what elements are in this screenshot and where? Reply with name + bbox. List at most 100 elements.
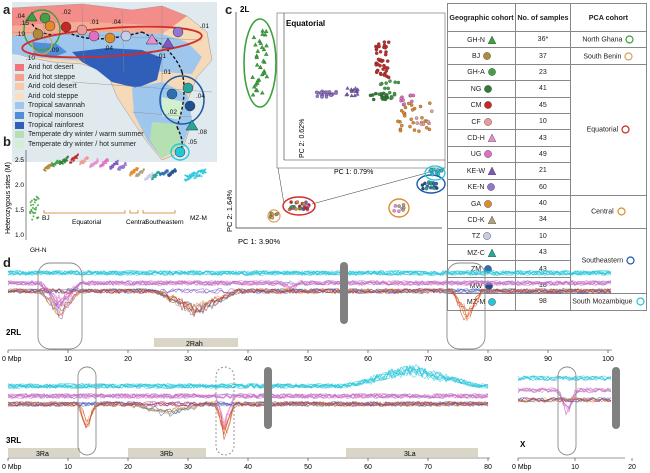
b-ylabel: Heterozygous sites (M): [5, 162, 12, 234]
pca-point: [392, 209, 396, 213]
het-point: [96, 158, 99, 160]
table-row: CF 10: [446, 112, 647, 131]
b-label-ghn: GH-N: [30, 247, 47, 254]
axis-tick-label: 50: [304, 356, 312, 363]
het-point: [66, 159, 68, 162]
pca-point: [418, 104, 423, 109]
pca-point: [383, 65, 387, 70]
het-point: [77, 153, 79, 156]
het-point: [70, 161, 73, 164]
legend-swatch: [15, 140, 24, 148]
het-point: [97, 159, 99, 162]
pca-point: [261, 47, 267, 52]
axis-tick-label: 80: [484, 356, 492, 363]
het-point: [35, 198, 38, 201]
heterozygosity-trace: [7, 393, 489, 399]
pca-point: [427, 127, 432, 132]
het-point: [105, 162, 108, 165]
pca-point: [294, 207, 298, 211]
axis-tick-label: 30: [184, 464, 192, 471]
b-label-mzm: MZ-M: [190, 215, 207, 222]
pca-point: [250, 92, 256, 97]
cohort-cell: NG: [446, 80, 517, 98]
triangle-marker-icon: [487, 35, 496, 44]
het-point: [125, 164, 127, 167]
het-point: [175, 170, 177, 172]
pca-point: [260, 31, 265, 36]
pca-point: [376, 57, 381, 62]
pca-cohort-label: South Benin: [583, 52, 622, 60]
pca-point: [254, 54, 259, 60]
c-inset-ylabel: PC 2: 0.62%: [299, 119, 306, 158]
pca-point: [390, 95, 394, 100]
cohort-code: CM: [470, 102, 482, 110]
map-number: .04: [16, 13, 25, 20]
pca-point: [417, 129, 421, 133]
pca-point: [325, 90, 330, 95]
het-point: [102, 164, 105, 167]
cohort-ring-icon: [626, 256, 635, 266]
inversion-2rah: 2Rah: [186, 341, 203, 348]
chr-2rl-label: 2RL: [6, 328, 21, 337]
pca-point: [251, 34, 257, 40]
het-point: [167, 170, 169, 173]
axis-tick-label: 20: [124, 464, 132, 471]
c-ylabel: PC 2: 1.64%: [225, 190, 234, 232]
het-point: [138, 173, 141, 176]
cohort-code: KE-N: [467, 184, 485, 192]
pca-point: [371, 93, 375, 97]
pca-point: [421, 186, 425, 191]
pca-point: [289, 200, 293, 204]
pca-point: [432, 186, 436, 190]
sample-count: 34: [515, 211, 571, 229]
axis-tick-label: 20: [124, 356, 132, 363]
pca-point: [415, 121, 419, 125]
legend-item: Tropical monsoon: [15, 111, 155, 121]
panel-label-b: b: [3, 134, 11, 149]
table-header-samples: No. of samples: [515, 3, 571, 32]
sample-count: 49: [515, 145, 571, 164]
legend-label: Tropical monsoon: [28, 111, 84, 119]
het-point: [129, 174, 132, 177]
table-row: CD-H 43: [446, 129, 647, 147]
heterozygosity-trace: [517, 387, 612, 411]
cohort-cell: KE-N: [446, 178, 517, 196]
pca-point: [260, 90, 265, 95]
axis-tick-label: 0 Mbp: [2, 356, 22, 363]
map-number: .08: [198, 129, 207, 136]
pca-point: [383, 46, 388, 50]
legend-label: Arid hot desert: [28, 64, 74, 71]
map-number: .04: [104, 45, 113, 52]
sample-count: 43: [515, 129, 571, 147]
legend-label: Arid hot steppe: [28, 73, 76, 81]
pca-point: [399, 96, 403, 101]
pca-point: [290, 204, 294, 209]
pca-cohort-label: North Ghana: [582, 36, 623, 44]
legend-label: Temperate dry winter / hot summer: [28, 140, 137, 148]
pca-point: [253, 42, 258, 47]
pca-cohort-cell: Equatorial: [569, 63, 648, 196]
het-point: [200, 175, 203, 178]
cohort-cell: CM: [446, 96, 517, 114]
pca-point: [378, 82, 383, 87]
heterozygosity-trace: [7, 401, 489, 440]
c-xlabel: PC 1: 3.90%: [238, 237, 280, 246]
pca-point: [402, 114, 407, 118]
legend-item: Arid cold steppe: [15, 92, 155, 102]
heterozygosity-trace: [517, 375, 612, 381]
pca-point: [410, 108, 415, 112]
het-point: [112, 166, 115, 169]
pca-point: [374, 51, 379, 55]
pca-point: [386, 40, 391, 44]
cohort-code: CD-K: [467, 216, 485, 224]
het-point: [204, 171, 207, 174]
pca-point: [410, 99, 414, 104]
circle-marker-icon: [484, 101, 493, 110]
legend-item: Tropical savannah: [15, 102, 155, 111]
c-inset-xlabel: PC 1: 0.79%: [334, 169, 373, 176]
pca-point: [302, 201, 306, 206]
map-number: .05: [188, 139, 197, 146]
pca-point: [263, 28, 269, 33]
table-row: MZ-C 43: [446, 244, 647, 262]
cohort-ring-icon: [625, 35, 635, 44]
